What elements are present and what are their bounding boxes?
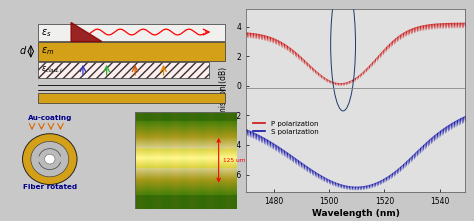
Bar bbox=[38, 62, 209, 78]
Text: $\varepsilon_{clad,i}$: $\varepsilon_{clad,i}$ bbox=[42, 65, 64, 75]
Text: d: d bbox=[19, 46, 26, 57]
X-axis label: Wavelength (nm): Wavelength (nm) bbox=[311, 209, 400, 218]
Bar bbox=[38, 93, 225, 103]
Polygon shape bbox=[71, 23, 102, 42]
Circle shape bbox=[45, 154, 55, 164]
Y-axis label: Transmission (dB): Transmission (dB) bbox=[219, 67, 228, 135]
Circle shape bbox=[31, 141, 69, 177]
Text: Fiber rotated: Fiber rotated bbox=[23, 184, 77, 190]
Circle shape bbox=[23, 134, 77, 185]
Text: Au-coating: Au-coating bbox=[27, 115, 72, 121]
Text: SPR: SPR bbox=[0, 220, 1, 221]
Text: $\varepsilon_s$: $\varepsilon_s$ bbox=[42, 27, 52, 39]
Text: 125 um: 125 um bbox=[223, 158, 245, 163]
Text: $\varepsilon_m$: $\varepsilon_m$ bbox=[42, 45, 55, 57]
Bar bbox=[38, 24, 225, 41]
Bar bbox=[38, 42, 225, 61]
Legend: P polarization, S polarization: P polarization, S polarization bbox=[250, 118, 321, 137]
